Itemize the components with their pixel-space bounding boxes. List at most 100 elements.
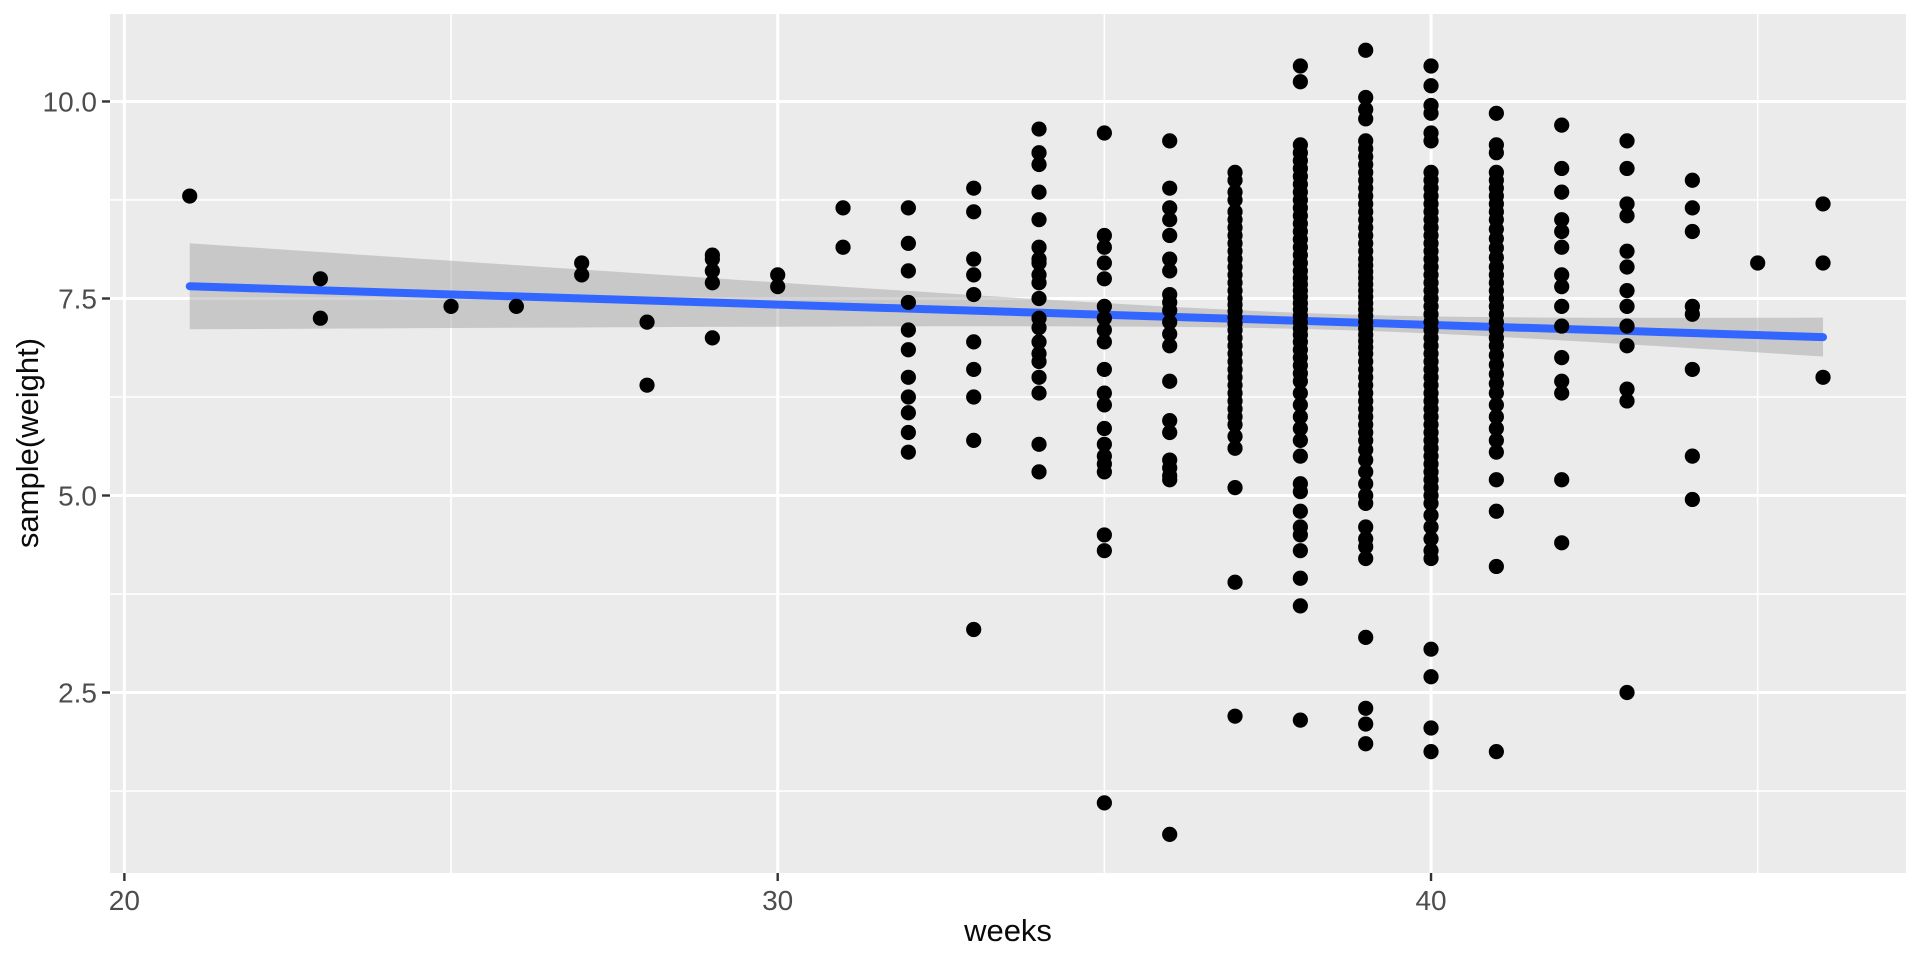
data-point (1423, 133, 1439, 149)
data-point (443, 298, 459, 314)
data-point (1292, 432, 1308, 448)
minor-gridlines (110, 14, 1906, 873)
data-point (966, 251, 982, 267)
data-point (639, 377, 655, 393)
data-point (1292, 527, 1308, 543)
data-point (1554, 472, 1570, 488)
data-point (1162, 227, 1178, 244)
data-point (1358, 519, 1374, 535)
data-point (574, 255, 590, 271)
data-point (1750, 255, 1766, 271)
data-point (1292, 712, 1308, 728)
data-point (1162, 326, 1178, 342)
data-point (1031, 212, 1047, 228)
data-point (1815, 255, 1831, 271)
data-point (1162, 302, 1178, 318)
plot-panel (110, 14, 1906, 873)
data-point (1423, 744, 1439, 760)
data-point (704, 330, 720, 346)
y-tick-label: 7.5 (58, 283, 97, 314)
data-point (1031, 436, 1047, 452)
data-point (900, 263, 916, 279)
data-point (1684, 361, 1700, 378)
data-point (1488, 145, 1504, 161)
data-point (1554, 160, 1570, 177)
data-point (1684, 172, 1700, 188)
data-point (1096, 397, 1112, 413)
y-tick-label: 5.0 (58, 481, 97, 512)
data-point (1227, 574, 1243, 590)
data-point (1292, 503, 1308, 519)
data-point (1423, 519, 1439, 535)
data-point (1096, 795, 1112, 811)
data-point (1423, 78, 1439, 94)
data-point (1423, 669, 1439, 685)
data-point (1488, 503, 1504, 519)
data-point (1423, 495, 1439, 511)
data-point (900, 342, 916, 358)
data-point (1162, 373, 1178, 389)
data-point (1815, 369, 1831, 385)
data-point (1162, 212, 1178, 228)
data-point (966, 361, 982, 378)
data-point (1162, 314, 1178, 330)
data-point (966, 286, 982, 303)
data-point (1358, 464, 1374, 480)
data-point (1031, 239, 1047, 255)
data-point (1031, 184, 1047, 200)
data-point (1227, 440, 1243, 456)
x-tick-label: 30 (762, 885, 793, 916)
data-point (1358, 716, 1374, 732)
x-tick-label: 40 (1415, 885, 1446, 916)
data-point (1619, 298, 1635, 314)
data-point (1554, 184, 1570, 200)
data-point (1227, 708, 1243, 724)
data-point (966, 204, 982, 220)
data-point (1162, 200, 1178, 216)
data-point (770, 267, 786, 283)
data-point (1096, 310, 1112, 326)
data-point (1619, 283, 1635, 299)
data-point (1227, 480, 1243, 496)
data-point (1162, 424, 1178, 441)
data-point (1488, 472, 1504, 488)
data-point (1554, 350, 1570, 366)
data-point (1096, 385, 1112, 401)
y-tick-label: 10.0 (43, 86, 98, 117)
data-point (1619, 684, 1635, 701)
data-point (835, 239, 851, 255)
data-point (312, 271, 328, 287)
data-point (1096, 125, 1112, 141)
data-point (1096, 255, 1112, 271)
data-point (704, 263, 720, 279)
data-point (1292, 58, 1308, 74)
data-point (704, 251, 720, 267)
data-point (1096, 334, 1112, 350)
data-point (508, 298, 524, 314)
data-point (1096, 271, 1112, 287)
data-point (1358, 700, 1374, 716)
data-point (1554, 267, 1570, 283)
data-point (1031, 353, 1047, 370)
data-point (770, 279, 786, 295)
data-point (1488, 409, 1504, 425)
data-point (1031, 320, 1047, 336)
data-point (1292, 74, 1308, 90)
data-point (900, 424, 916, 441)
data-point (1096, 298, 1112, 314)
data-point (1162, 826, 1178, 842)
data-point (1096, 436, 1112, 452)
data-point (1488, 558, 1504, 575)
data-point (704, 275, 720, 291)
data-point (1684, 306, 1700, 322)
data-point (1619, 208, 1635, 224)
data-point (1162, 338, 1178, 354)
data-point (1554, 239, 1570, 255)
data-point (966, 621, 982, 638)
data-point (1423, 641, 1439, 657)
data-point (1292, 448, 1308, 464)
data-point (1096, 322, 1112, 338)
data-point (182, 188, 198, 204)
data-point (1619, 196, 1635, 212)
